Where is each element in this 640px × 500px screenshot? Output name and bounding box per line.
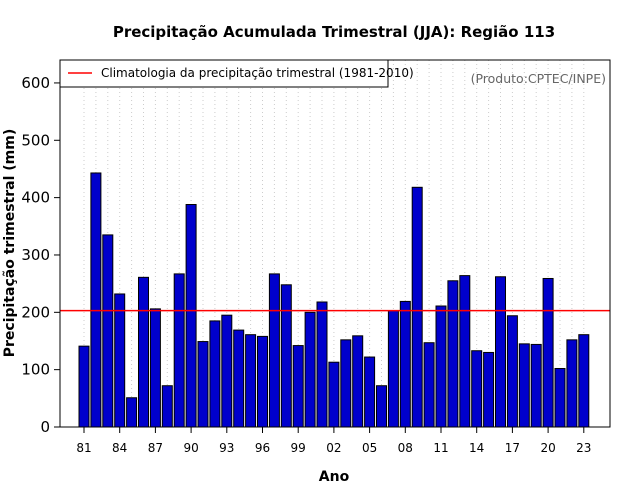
y-tick-label: 400 [21, 189, 50, 207]
y-tick-label: 100 [21, 361, 50, 379]
bar-1983 [102, 234, 114, 428]
bar-1989 [173, 273, 185, 428]
y-axis: 0 100 200 300 400 500 600 [21, 74, 60, 436]
bar-1986 [138, 276, 149, 428]
bar-2010 [423, 342, 435, 428]
chart-title: Precipitação Acumulada Trimestral (JJA):… [113, 23, 555, 41]
x-tick-label: 84 [112, 441, 127, 455]
x-axis-label: Ano [319, 469, 350, 485]
x-tick-label: 20 [540, 441, 555, 455]
bar-1984 [114, 293, 126, 428]
x-tick-label: 90 [183, 441, 198, 455]
bar-2006 [376, 385, 387, 428]
bar-2017 [506, 315, 518, 428]
legend-label: Climatologia da precipitação trimestral … [101, 66, 414, 80]
bar-2021 [554, 368, 566, 428]
y-axis-label: Precipitação trimestral (mm) [2, 129, 18, 357]
bar-2016 [495, 276, 506, 428]
bar-1999 [292, 345, 304, 428]
bar-2009 [411, 186, 423, 428]
x-tick-label: 11 [433, 441, 448, 455]
bar-1981 [78, 345, 90, 428]
bar-2019 [530, 343, 542, 428]
bar-2008 [399, 300, 411, 428]
bar-2014 [471, 350, 483, 428]
bar-1982 [90, 172, 102, 428]
y-tick-label: 600 [21, 74, 50, 92]
bar-2003 [340, 339, 352, 428]
legend: Climatologia da precipitação trimestral … [59, 59, 414, 88]
x-tick-label: 87 [148, 441, 163, 455]
x-tick-label: 93 [219, 441, 234, 455]
bar-1990 [185, 204, 197, 428]
bar-1985 [126, 397, 138, 428]
bar-2015 [483, 351, 495, 428]
x-tick-label: 14 [469, 441, 484, 455]
legend-box [59, 59, 389, 88]
y-tick-label: 200 [21, 303, 50, 321]
x-tick-label: 02 [326, 441, 341, 455]
bar-2001 [316, 301, 328, 428]
y-tick-label: 0 [40, 418, 50, 436]
x-tick-label: 17 [505, 441, 520, 455]
bar-1991 [197, 341, 209, 428]
bar-1987 [149, 308, 161, 428]
bar-1994 [233, 329, 245, 428]
bar-2013 [459, 275, 471, 428]
bar-1997 [268, 273, 280, 428]
x-tick-label: 08 [398, 441, 413, 455]
x-axis: 81 84 87 90 93 96 99 02 05 08 11 14 17 20 23 [76, 427, 591, 455]
bar-2007 [387, 310, 399, 428]
y-tick-label: 300 [21, 246, 50, 264]
bar-2018 [518, 343, 530, 428]
bar-1992 [209, 320, 221, 428]
bar-1995 [245, 334, 257, 428]
bar-2022 [566, 339, 578, 428]
y-tick-label: 500 [21, 131, 50, 149]
x-tick-label: 99 [291, 441, 306, 455]
bar-1996 [257, 335, 268, 428]
bar-1998 [280, 284, 292, 428]
bar-2023 [578, 334, 590, 428]
x-tick-label: 05 [362, 441, 377, 455]
x-tick-label: 23 [576, 441, 591, 455]
bar-2011 [435, 305, 447, 428]
x-tick-label: 81 [76, 441, 91, 455]
bar-1988 [161, 385, 173, 428]
bar-2002 [328, 361, 340, 428]
bar-2012 [447, 280, 459, 428]
bars [78, 172, 590, 428]
bar-2000 [304, 311, 316, 428]
bar-2005 [364, 356, 376, 428]
x-tick-label: 96 [255, 441, 270, 455]
bar-2004 [352, 335, 364, 428]
bar-2020 [542, 277, 554, 428]
credit-text: (Produto:CPTEC/INPE) [471, 71, 606, 86]
bar-1993 [221, 314, 233, 428]
